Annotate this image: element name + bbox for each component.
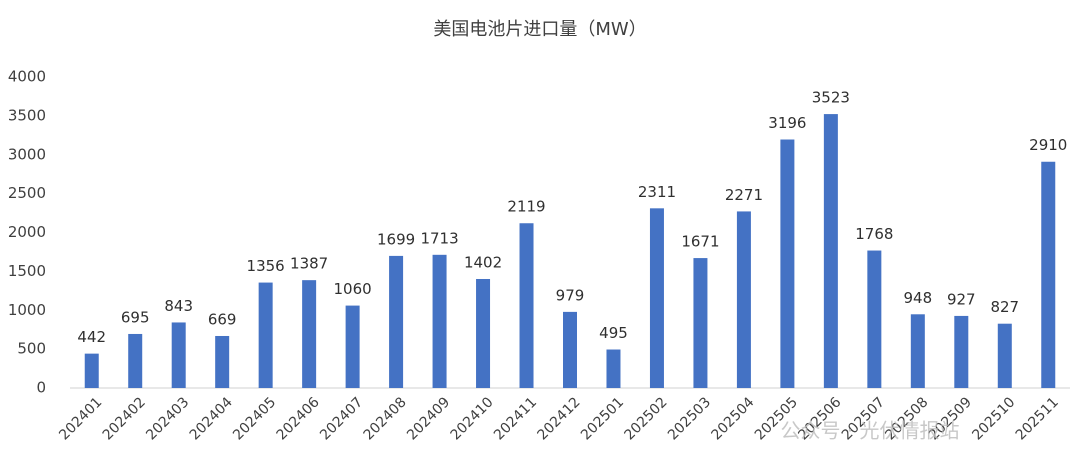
bar [823,114,838,389]
value-label: 1060 [334,280,372,298]
bar [84,353,99,388]
y-tick-label: 2000 [8,223,46,241]
value-label: 948 [904,289,933,307]
bar [693,258,708,388]
value-label: 979 [556,286,585,304]
y-tick-label: 3000 [8,145,46,163]
value-label: 827 [990,298,1019,316]
bar [128,333,143,388]
value-label: 1713 [420,229,458,247]
x-tick-label: 202411 [491,394,540,443]
bar [258,282,273,388]
value-label: 669 [208,310,237,328]
x-tick-label: 202401 [56,394,105,443]
x-tick-label: 202407 [317,394,366,443]
chart-title: 美国电池片进口量（MW） [433,19,646,40]
value-label: 1671 [681,233,719,251]
bar [389,255,404,388]
bar [1041,161,1056,388]
value-label: 1768 [855,225,893,243]
y-tick-label: 3500 [8,106,46,124]
y-tick-label: 1500 [8,262,46,280]
x-tick-label: 202403 [143,394,192,443]
value-label: 695 [121,308,150,326]
bar [997,323,1012,388]
value-label: 495 [599,324,628,342]
bar [302,280,317,388]
bar [954,315,969,388]
value-label: 3196 [768,114,806,132]
value-label: 3523 [812,89,850,107]
value-label: 843 [164,297,193,315]
y-tick-label: 1000 [8,301,46,319]
x-tick-label: 202502 [622,394,671,443]
bar [736,211,751,388]
bar [910,314,925,388]
x-tick-label: 202511 [1013,394,1062,443]
x-tick-label: 202406 [274,394,323,443]
value-label: 927 [947,290,976,308]
x-tick-label: 202408 [361,394,410,443]
bar [519,223,534,388]
bar [215,335,230,388]
y-tick-label: 2500 [8,184,46,202]
value-label: 1356 [247,257,285,275]
x-tick-label: 202405 [230,394,279,443]
y-tick-label: 4000 [8,68,46,86]
x-tick-label: 202410 [448,394,497,443]
y-tick-label: 500 [17,340,46,358]
bar [563,311,577,388]
bar [345,305,360,388]
x-tick-label: 202503 [665,394,714,443]
x-tick-label: 202501 [578,394,627,443]
x-tick-label: 202412 [535,394,584,443]
value-label: 1699 [377,230,415,248]
watermark: 公众号 · 光伏情报站 [780,419,959,443]
value-label: 1402 [464,253,502,271]
bar [649,208,664,388]
value-label: 2311 [638,183,676,201]
value-label: 2271 [725,186,763,204]
y-tick-label: 0 [36,379,46,397]
bar [780,139,795,388]
bar [606,349,621,388]
x-tick-label: 202402 [100,394,149,443]
bar [476,278,491,388]
value-label: 1387 [290,255,328,273]
bar [867,250,882,388]
value-label: 2119 [507,198,545,216]
bar [432,254,447,388]
x-tick-label: 202504 [708,394,757,443]
bar [171,322,186,388]
x-tick-label: 202409 [404,394,453,443]
value-label: 442 [77,328,106,346]
x-tick-label: 202510 [969,394,1018,443]
value-label: 2910 [1029,136,1067,154]
x-tick-label: 202404 [187,394,236,443]
